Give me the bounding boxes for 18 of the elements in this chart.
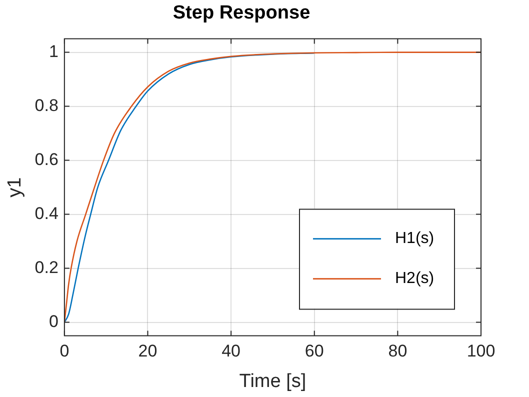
chart-title: Step Response — [172, 2, 310, 24]
x-axis-title: Time [s] — [239, 370, 306, 392]
y-tick-label: 0.4 — [34, 204, 58, 223]
line-series — [64, 52, 316, 323]
y-tick-label: 1 — [48, 42, 58, 61]
y-tick-label: 0.6 — [34, 150, 58, 169]
y-axis-title: y1 — [4, 177, 26, 198]
y-tick-label: 0 — [48, 312, 58, 331]
y-tick-label: 0.2 — [34, 258, 58, 277]
x-tick-label: 40 — [222, 342, 241, 361]
x-tick-label: 80 — [388, 342, 408, 361]
line-series — [64, 52, 481, 323]
legend-label: H2(s) — [395, 270, 434, 288]
x-tick-label: 20 — [138, 342, 158, 361]
legend-label: H1(s) — [395, 230, 434, 248]
x-tick-label: 60 — [304, 342, 324, 361]
x-tick-label: 100 — [466, 342, 496, 361]
y-tick-label: 0.8 — [34, 96, 58, 115]
